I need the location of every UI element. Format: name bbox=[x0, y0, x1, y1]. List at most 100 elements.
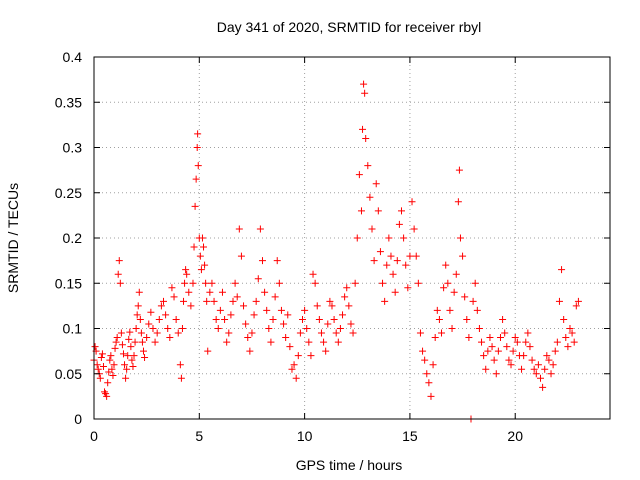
data-point bbox=[560, 315, 568, 323]
data-point bbox=[104, 379, 112, 387]
data-point bbox=[303, 325, 311, 332]
data-point bbox=[505, 356, 513, 364]
data-point bbox=[212, 315, 220, 323]
data-point bbox=[387, 252, 395, 260]
data-point bbox=[536, 374, 544, 382]
data-point bbox=[574, 297, 582, 305]
data-point bbox=[96, 374, 104, 382]
data-point bbox=[438, 329, 446, 337]
data-point bbox=[168, 284, 176, 292]
data-point bbox=[311, 279, 319, 287]
data-point bbox=[216, 306, 224, 314]
y-tick-labels: 0 0.05 0.1 0.15 0.2 0.25 0.3 0.35 0.4 bbox=[55, 49, 82, 427]
data-point bbox=[117, 329, 125, 337]
data-point bbox=[172, 315, 180, 323]
data-point bbox=[242, 320, 250, 328]
data-point bbox=[332, 329, 340, 337]
data-point bbox=[336, 325, 344, 332]
data-point bbox=[119, 350, 127, 358]
data-point bbox=[339, 311, 347, 319]
data-point bbox=[110, 361, 118, 369]
data-point bbox=[240, 302, 248, 310]
data-point bbox=[360, 80, 368, 88]
data-point bbox=[136, 315, 144, 323]
data-point bbox=[440, 284, 448, 292]
data-point bbox=[372, 180, 380, 188]
plot-frame bbox=[93, 56, 611, 420]
data-point bbox=[326, 297, 334, 305]
data-point bbox=[408, 198, 416, 206]
data-point bbox=[564, 343, 572, 351]
data-point bbox=[423, 370, 431, 378]
data-point bbox=[133, 311, 141, 319]
data-point bbox=[108, 365, 116, 373]
data-point bbox=[145, 320, 153, 328]
data-point bbox=[206, 288, 214, 296]
data-point bbox=[459, 252, 467, 260]
data-point bbox=[107, 352, 115, 360]
data-point bbox=[99, 363, 107, 371]
data-point bbox=[124, 352, 132, 360]
data-point bbox=[271, 293, 279, 301]
data-point bbox=[400, 234, 408, 242]
data-point bbox=[138, 338, 146, 346]
data-point bbox=[94, 365, 102, 373]
data-point bbox=[513, 338, 521, 346]
y-tick-label: 0 bbox=[74, 411, 82, 427]
data-point bbox=[465, 334, 473, 342]
data-point bbox=[307, 352, 315, 360]
data-point bbox=[431, 334, 439, 342]
data-point bbox=[223, 338, 231, 346]
y-tick-label: 0.4 bbox=[63, 49, 83, 65]
data-point bbox=[149, 325, 157, 332]
data-point bbox=[421, 356, 429, 364]
data-point bbox=[355, 171, 363, 179]
data-point bbox=[469, 297, 477, 305]
data-point bbox=[127, 343, 135, 351]
data-point bbox=[444, 279, 452, 287]
data-point bbox=[183, 270, 191, 278]
x-tick-labels: 0 5 10 15 20 bbox=[90, 428, 523, 444]
data-point bbox=[254, 275, 262, 283]
y-tick-label: 0.05 bbox=[55, 366, 82, 382]
data-point bbox=[122, 374, 130, 382]
grid-lines bbox=[94, 57, 610, 419]
data-point bbox=[233, 293, 241, 301]
data-point bbox=[185, 288, 193, 296]
data-point bbox=[532, 370, 540, 378]
data-point bbox=[404, 284, 412, 292]
data-point bbox=[503, 343, 511, 351]
data-point bbox=[166, 334, 174, 342]
data-point bbox=[261, 288, 269, 296]
data-point bbox=[193, 144, 201, 151]
data-point bbox=[198, 234, 206, 242]
axis-ticks bbox=[93, 56, 610, 420]
data-point bbox=[109, 372, 117, 380]
data-point bbox=[488, 343, 496, 351]
data-point bbox=[121, 361, 129, 369]
data-point bbox=[130, 352, 138, 360]
data-point bbox=[376, 248, 384, 256]
data-point bbox=[330, 315, 338, 323]
data-point bbox=[225, 329, 233, 337]
data-point bbox=[416, 329, 424, 337]
data-point bbox=[203, 297, 211, 305]
data-point bbox=[427, 392, 435, 400]
data-point bbox=[456, 234, 464, 242]
data-point bbox=[572, 302, 580, 310]
data-point bbox=[160, 297, 168, 305]
data-point bbox=[486, 334, 494, 342]
data-point bbox=[366, 193, 374, 201]
data-point bbox=[528, 356, 536, 364]
data-point bbox=[553, 338, 561, 346]
data-point bbox=[522, 338, 530, 346]
data-point bbox=[520, 352, 528, 360]
data-point bbox=[562, 334, 570, 342]
x-tick-label: 20 bbox=[507, 428, 523, 444]
data-point bbox=[101, 388, 109, 396]
data-point bbox=[296, 329, 304, 337]
data-point bbox=[267, 338, 275, 346]
data-point bbox=[549, 361, 557, 369]
data-point bbox=[235, 225, 243, 233]
data-point bbox=[381, 297, 389, 305]
